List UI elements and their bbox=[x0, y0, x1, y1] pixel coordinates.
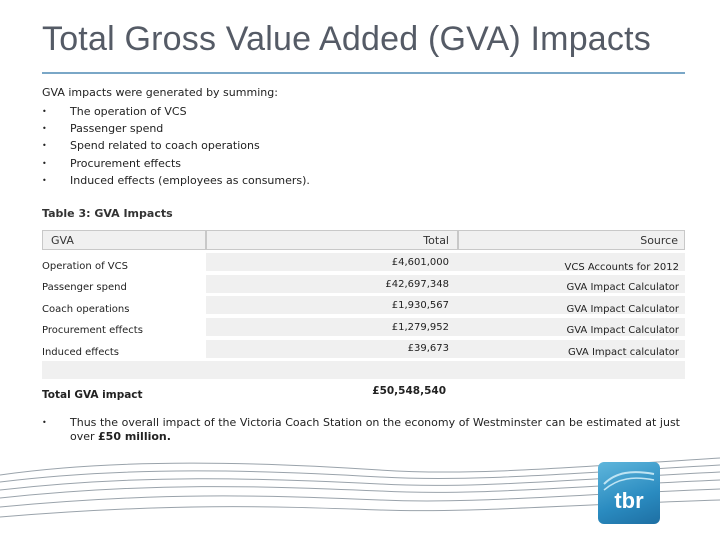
intro-text: GVA impacts were generated by summing: bbox=[42, 86, 278, 99]
row-total: £4,601,000 bbox=[391, 257, 449, 268]
bullet-text: Spend related to coach operations bbox=[70, 139, 260, 153]
row-source: GVA Impact Calculator bbox=[566, 325, 679, 336]
row-total: £42,697,348 bbox=[385, 279, 449, 290]
conclusion-text: Thus the overall impact of the Victoria … bbox=[70, 416, 680, 444]
header-gva: GVA bbox=[42, 230, 206, 250]
wave-line bbox=[0, 499, 720, 518]
row-label: Passenger spend bbox=[42, 282, 127, 293]
row-label: Coach operations bbox=[42, 304, 130, 315]
wave-line bbox=[0, 464, 720, 483]
title-divider bbox=[42, 72, 685, 74]
row-total: £39,673 bbox=[407, 343, 449, 354]
bullet-text: Induced effects (employees as consumers)… bbox=[70, 173, 310, 187]
total-value: £50,548,540 bbox=[372, 385, 446, 397]
row-band bbox=[206, 318, 685, 336]
conclusion-highlight: £50 million. bbox=[98, 430, 171, 443]
row-source: GVA Impact calculator bbox=[567, 347, 679, 358]
row-band bbox=[206, 253, 685, 271]
conclusion-body: Thus the overall impact of the Victoria … bbox=[70, 416, 680, 443]
wave-line bbox=[0, 457, 720, 476]
wave-line bbox=[0, 488, 720, 508]
bullet-text: The operation of VCS bbox=[70, 105, 187, 118]
wave-decoration bbox=[0, 457, 720, 518]
row-band bbox=[206, 275, 685, 293]
bullet-text: Procurement effects bbox=[70, 156, 181, 170]
row-source: GVA Impact Calculator bbox=[566, 282, 679, 293]
bullet-icon: • bbox=[42, 124, 47, 134]
row-label: Operation of VCS bbox=[42, 261, 128, 272]
logo-wave-icon bbox=[603, 471, 655, 491]
row-total: £1,279,952 bbox=[391, 322, 449, 333]
row-band bbox=[206, 296, 685, 314]
row-label: Induced effects bbox=[42, 347, 119, 358]
bullet-icon: • bbox=[42, 418, 47, 427]
bullet-icon: • bbox=[42, 141, 47, 151]
bullet-icon: • bbox=[42, 158, 47, 168]
row-label: Procurement effects bbox=[42, 325, 143, 336]
company-logo: tbr bbox=[598, 462, 660, 524]
row-band bbox=[206, 340, 685, 358]
header-source: Source bbox=[458, 230, 685, 250]
row-source: VCS Accounts for 2012 bbox=[564, 262, 680, 273]
bullet-text: Passenger spend bbox=[70, 122, 164, 136]
bullet-icon: • bbox=[42, 175, 47, 185]
logo-text: tbr bbox=[614, 488, 644, 513]
row-total: £1,930,567 bbox=[391, 300, 449, 311]
row-band bbox=[42, 361, 685, 379]
table-caption: Table 3: GVA Impacts bbox=[42, 207, 173, 220]
header-total: Total bbox=[206, 230, 458, 250]
wave-line bbox=[0, 471, 720, 491]
slide-title: Total Gross Value Added (GVA) Impacts bbox=[42, 20, 651, 58]
row-source: GVA Impact Calculator bbox=[566, 304, 679, 315]
wave-line bbox=[0, 479, 720, 499]
bullet-icon: • bbox=[42, 107, 47, 116]
total-label: Total GVA impact bbox=[42, 389, 143, 401]
